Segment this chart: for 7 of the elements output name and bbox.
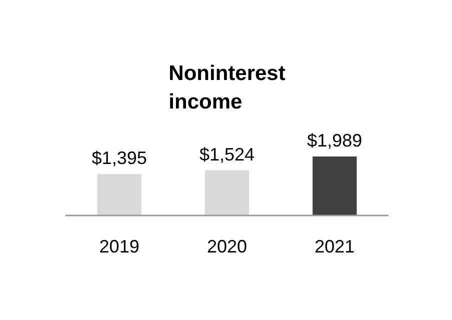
- x-tick-label: 2020: [206, 236, 248, 256]
- data-label: $1,989: [307, 130, 362, 150]
- x-tick-label: 2021: [314, 236, 355, 256]
- data-label: $1,395: [92, 148, 147, 168]
- data-label: $1,524: [199, 144, 255, 164]
- x-tick-label: 2019: [99, 236, 140, 256]
- chart-title: Noninterest income: [168, 62, 286, 114]
